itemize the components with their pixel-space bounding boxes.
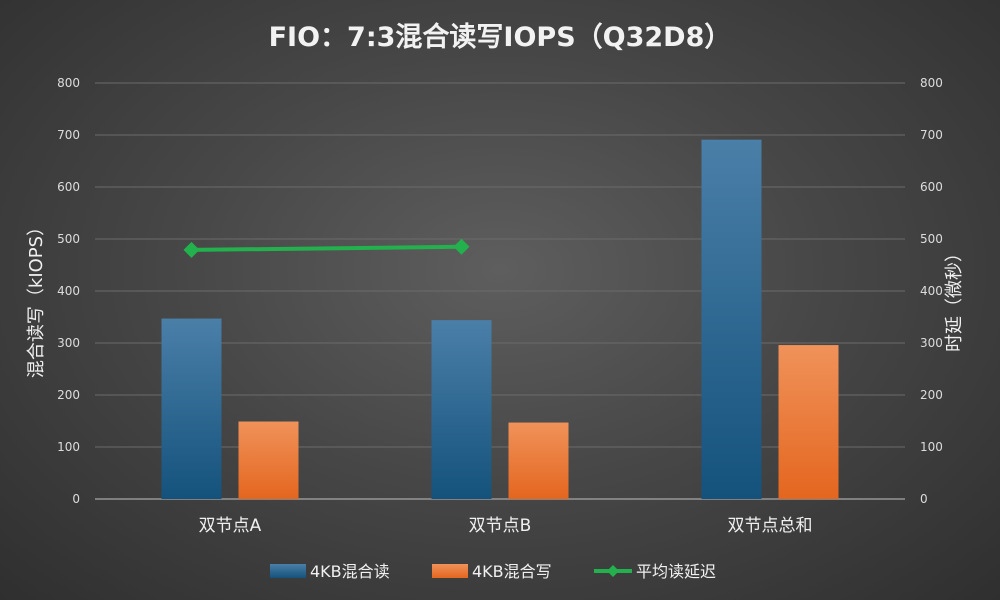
bar-read: [431, 320, 492, 499]
y2-tick-label: 200: [920, 388, 943, 402]
bar-write: [508, 422, 569, 499]
legend-swatch-bar: [270, 564, 306, 578]
y2-tick-label: 400: [920, 284, 943, 298]
bar-write: [238, 421, 299, 499]
y-axis-title: 混合读写（kIOPS）: [26, 218, 47, 378]
y-tick-label: 100: [57, 440, 80, 454]
x-category-label: 双节点A: [199, 516, 262, 536]
legend-label: 4KB混合写: [472, 562, 552, 581]
y-tick-label: 700: [57, 128, 80, 142]
bar-read: [161, 318, 222, 499]
y2-tick-label: 700: [920, 128, 943, 142]
x-category-label: 双节点B: [469, 516, 532, 536]
bar-write: [778, 345, 839, 499]
y-tick-label: 200: [57, 388, 80, 402]
legend: 4KB混合读 4KB混合写 平均读延迟: [270, 562, 716, 581]
y2-tick-label: 800: [920, 76, 943, 90]
y2-axis-title: 时延（微秒）: [944, 244, 965, 352]
y-tick-label: 300: [57, 336, 80, 350]
bar-read: [701, 139, 762, 499]
x-axis-labels: 双节点A 双节点B 双节点总和: [199, 516, 813, 536]
legend-swatch-bar: [432, 564, 468, 578]
legend-label: 平均读延迟: [636, 562, 716, 581]
legend-swatch-marker: [607, 565, 619, 577]
latency-point: [183, 241, 200, 258]
latency-line-path: [191, 244, 462, 252]
y2-tick-label: 300: [920, 336, 943, 350]
y2-tick-label: 0: [920, 492, 928, 506]
latency-line: [183, 238, 470, 258]
y-tick-label: 500: [57, 232, 80, 246]
gridlines: [95, 82, 905, 500]
y-tick-label: 600: [57, 180, 80, 194]
y2-tick-label: 500: [920, 232, 943, 246]
latency-point: [453, 238, 470, 255]
y-axis-ticks: 0 100 200 300 400 500 600 700 800: [57, 76, 80, 506]
y-tick-label: 800: [57, 76, 80, 90]
legend-label: 4KB混合读: [310, 562, 390, 581]
bars: [161, 139, 839, 499]
y2-axis-ticks: 0 100 200 300 400 500 600 700 800: [920, 76, 943, 506]
y-tick-label: 400: [57, 284, 80, 298]
y-tick-label: 0: [72, 492, 80, 506]
y2-tick-label: 100: [920, 440, 943, 454]
x-category-label: 双节点总和: [728, 516, 813, 536]
chart-title: FIO：7:3混合读写IOPS（Q32D8）: [269, 21, 732, 53]
y2-tick-label: 600: [920, 180, 943, 194]
